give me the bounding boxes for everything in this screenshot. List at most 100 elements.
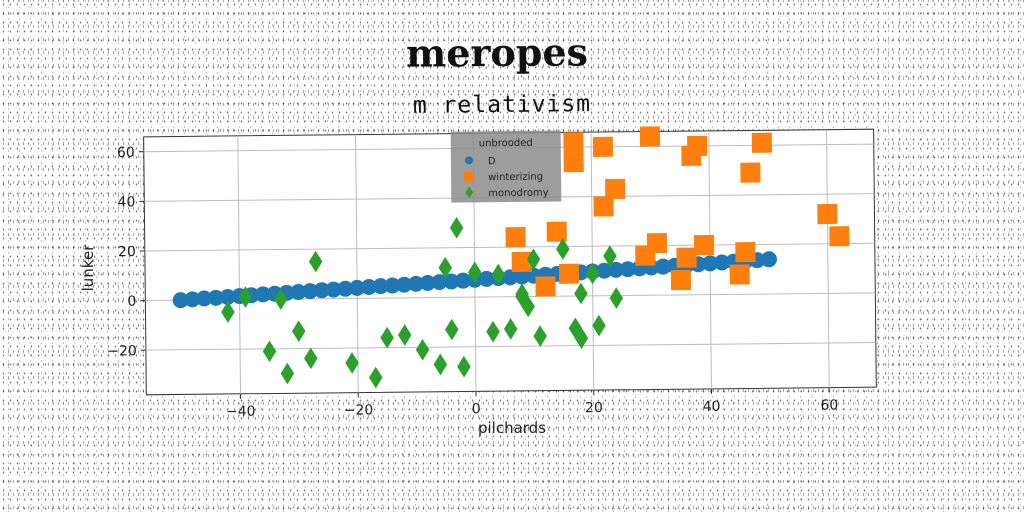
diamond-point bbox=[585, 262, 600, 285]
legend-marker-D bbox=[464, 156, 473, 165]
diamond-point bbox=[486, 320, 500, 343]
diamond-point bbox=[380, 326, 394, 349]
square-point bbox=[535, 276, 556, 297]
series-winterizing bbox=[505, 126, 850, 297]
series-monodromy bbox=[221, 217, 624, 389]
point-D bbox=[455, 272, 472, 289]
point-D bbox=[302, 283, 319, 300]
x-gridline bbox=[826, 129, 830, 388]
diamond-point bbox=[433, 353, 448, 376]
point-D bbox=[337, 280, 354, 297]
plot-area: −40 −20 0 20 40 60 −20 0 20 40 60 unbrooded Dwinte… bbox=[107, 126, 877, 420]
point-D bbox=[255, 286, 272, 303]
diamond-point bbox=[398, 324, 412, 346]
diamond-point bbox=[503, 318, 518, 340]
square-point bbox=[817, 203, 838, 225]
square-point bbox=[592, 136, 614, 158]
y-axis-label: lunker bbox=[79, 244, 97, 292]
square-point bbox=[693, 234, 715, 256]
square-point bbox=[593, 196, 614, 217]
point-D bbox=[608, 261, 625, 278]
point-D bbox=[360, 279, 377, 296]
square-point bbox=[605, 178, 626, 200]
diamond-point bbox=[345, 352, 359, 374]
diamond-point bbox=[556, 238, 570, 260]
x-gridline bbox=[237, 135, 242, 394]
square-point bbox=[670, 269, 691, 291]
point-D bbox=[349, 279, 366, 296]
legend-title: unbrooded bbox=[479, 138, 533, 150]
diamond-point bbox=[308, 250, 323, 273]
diamond-point bbox=[262, 340, 277, 363]
point-D bbox=[431, 274, 448, 291]
point-D bbox=[396, 276, 413, 293]
point-D bbox=[443, 273, 460, 290]
diamond-point bbox=[526, 248, 541, 271]
square-point bbox=[563, 151, 584, 173]
point-D bbox=[184, 291, 201, 308]
legend-label: D bbox=[488, 156, 496, 167]
diamond-point bbox=[221, 301, 235, 323]
square-point bbox=[511, 251, 532, 272]
point-D bbox=[207, 289, 224, 306]
square-point bbox=[505, 227, 526, 248]
point-D bbox=[290, 284, 307, 301]
diamond-point bbox=[304, 347, 318, 370]
x-gridline bbox=[590, 132, 595, 391]
square-point bbox=[546, 221, 567, 242]
diamond-point bbox=[445, 318, 459, 341]
diamond-point bbox=[449, 217, 464, 239]
point-D bbox=[760, 251, 777, 268]
diamond-point bbox=[415, 338, 430, 361]
point-D bbox=[702, 255, 719, 272]
point-D bbox=[313, 282, 330, 299]
y-tick-label: 40 bbox=[117, 194, 135, 210]
data-marks bbox=[172, 126, 850, 389]
point-D bbox=[619, 261, 636, 278]
diamond-point bbox=[574, 327, 589, 349]
point-D bbox=[502, 269, 519, 286]
square-point bbox=[735, 241, 756, 263]
legend-marker-winterizing bbox=[464, 171, 475, 182]
diamond-point bbox=[273, 288, 288, 310]
point-D bbox=[419, 274, 436, 291]
x-gridline bbox=[355, 134, 359, 393]
square-point bbox=[751, 132, 772, 153]
x-tick-label: 40 bbox=[703, 399, 721, 415]
square-point bbox=[729, 264, 750, 285]
point-D bbox=[713, 254, 730, 271]
diamond-point bbox=[521, 295, 535, 318]
square-point bbox=[639, 126, 661, 147]
square-point bbox=[646, 232, 668, 254]
axis-ticks: −40 −20 0 20 40 60 −20 0 20 40 60 bbox=[107, 145, 838, 420]
point-D bbox=[513, 268, 530, 285]
x-tick-label: 0 bbox=[472, 401, 481, 417]
x-tick-label: −20 bbox=[344, 402, 374, 418]
diamond-point bbox=[574, 282, 588, 305]
legend-marker-monodromy bbox=[465, 186, 473, 199]
point-D bbox=[325, 281, 342, 298]
point-D bbox=[655, 258, 672, 275]
x-tick-label: 60 bbox=[820, 398, 838, 414]
x-tick-label: −40 bbox=[226, 404, 256, 420]
x-tick-label: 20 bbox=[585, 400, 603, 416]
square-point bbox=[687, 135, 708, 157]
square-point bbox=[558, 263, 580, 284]
diamond-point bbox=[609, 287, 624, 309]
square-point bbox=[563, 132, 584, 153]
diamond-point bbox=[533, 325, 547, 347]
diamond-point bbox=[369, 366, 383, 389]
legend-label: winterizing bbox=[488, 172, 543, 184]
y-tick-label: 60 bbox=[117, 145, 135, 161]
x-axis-label: pilchards bbox=[478, 419, 546, 437]
square-point bbox=[740, 162, 761, 183]
diamond-point bbox=[603, 245, 617, 267]
diamond-point bbox=[592, 314, 606, 337]
diamond-point bbox=[238, 286, 253, 308]
legend-label: monodromy bbox=[488, 188, 549, 200]
square-point bbox=[676, 247, 697, 268]
point-D bbox=[219, 288, 236, 305]
y-tick-label: −20 bbox=[107, 343, 137, 359]
